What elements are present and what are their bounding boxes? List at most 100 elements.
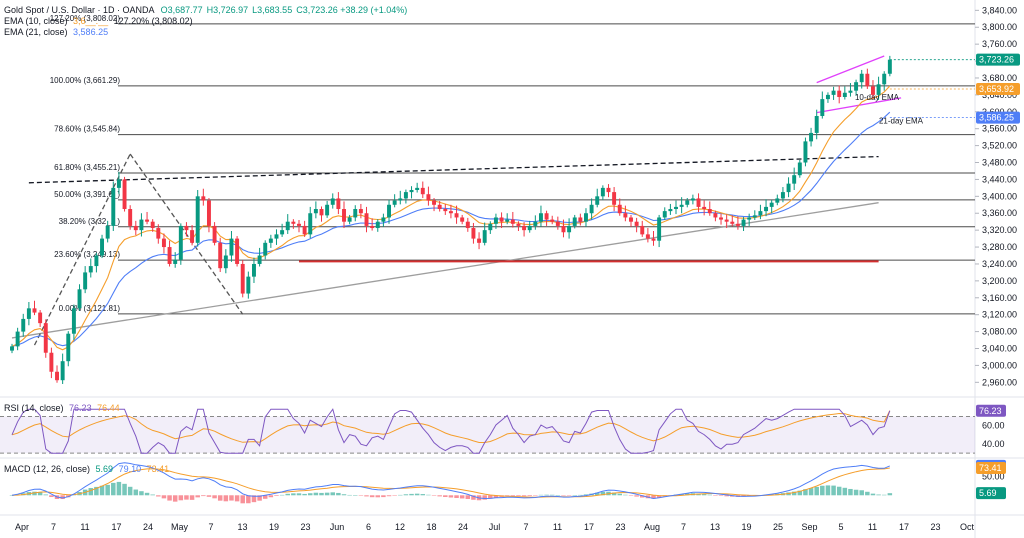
- time-axis-label: 17: [899, 522, 909, 532]
- rsi-line: [11, 408, 891, 454]
- macd-histogram-bar: [32, 491, 37, 496]
- macd-histogram-bar: [611, 492, 617, 496]
- candle-body: [499, 217, 504, 222]
- time-axis-label: 13: [237, 522, 247, 532]
- candle-body: [780, 192, 785, 199]
- time-axis-label: 5: [838, 522, 843, 532]
- candle-body: [859, 73, 864, 83]
- candle-body: [409, 189, 414, 193]
- price-tick-label: 3,160.00: [982, 293, 1017, 303]
- candle-body: [662, 211, 667, 218]
- macd-histogram-bar: [549, 494, 555, 496]
- macd-histogram-bar: [139, 491, 144, 496]
- macd-histogram-bar: [49, 495, 54, 498]
- candle-body: [702, 206, 707, 210]
- macd-histogram-bar: [820, 485, 825, 496]
- candle-body: [297, 223, 301, 226]
- price-tag-box: [976, 53, 1020, 66]
- macd-histogram-bar: [639, 495, 645, 498]
- macd-axis-label: 50.00: [982, 472, 1005, 482]
- price-tick-label: 3,840.00: [982, 5, 1017, 15]
- candle-body: [358, 209, 363, 214]
- candle-body: [882, 73, 887, 85]
- macd-histogram-bar: [707, 494, 713, 496]
- candle-body: [752, 215, 757, 218]
- macd-histogram-bar: [538, 494, 544, 496]
- candle-body: [223, 255, 228, 269]
- rsi-tag-label: 76.23: [979, 406, 1002, 416]
- candle-body: [488, 223, 493, 231]
- macd-histogram-bar: [808, 488, 814, 496]
- macd-histogram-bar: [870, 493, 876, 496]
- candle-body: [837, 90, 842, 97]
- candle-body: [567, 225, 572, 233]
- time-axis-label: 19: [269, 522, 279, 532]
- candle-body: [865, 73, 870, 87]
- candle-body: [550, 219, 555, 222]
- macd-histogram-bar: [167, 495, 172, 501]
- candle-body: [724, 219, 729, 222]
- candle-body: [477, 238, 482, 243]
- time-axis-label: 18: [426, 522, 436, 532]
- macd-tag-box: [976, 462, 1006, 475]
- macd-histogram-bar: [623, 494, 628, 496]
- candle-body: [83, 272, 88, 290]
- candle-body: [814, 116, 819, 133]
- macd-histogram-bar: [651, 495, 656, 499]
- ohlc-h: H3,726.97: [206, 5, 249, 15]
- time-axis-label: 19: [741, 522, 751, 532]
- macd-histogram-bar: [561, 495, 566, 496]
- time-axis-label: Oct: [960, 522, 975, 532]
- candle-body: [612, 192, 617, 205]
- candle-body: [139, 219, 144, 231]
- candle-body: [392, 200, 397, 205]
- price-tick-label: 3,000.00: [982, 360, 1017, 370]
- candle-body: [257, 255, 262, 264]
- candle-body: [161, 238, 166, 248]
- candle-body: [387, 204, 391, 218]
- price-tick-label: 3,440.00: [982, 174, 1017, 184]
- macd-legend: MACD (12, 26, close) 5.69 79.10 73.41: [4, 464, 169, 474]
- ema-annotation: 21-day EMA: [879, 117, 924, 126]
- candle-body: [43, 323, 48, 353]
- ema-annotation: 10-day EMA: [855, 93, 900, 102]
- candle-body: [674, 206, 678, 210]
- candle-body: [809, 132, 814, 142]
- macd-histogram-bar: [392, 495, 397, 496]
- macd-histogram-bar: [206, 495, 212, 497]
- price-tag-label: 3,586.25: [979, 113, 1014, 123]
- candle-body: [66, 333, 71, 362]
- candle-body: [493, 217, 498, 224]
- candle-body: [156, 228, 161, 239]
- candle-body: [88, 266, 93, 273]
- candle-body: [268, 238, 273, 243]
- macd-histogram-bar: [189, 495, 195, 500]
- macd-histogram-bar: [353, 495, 358, 496]
- candle-body: [229, 238, 234, 256]
- macd-histogram-bar: [37, 492, 43, 496]
- time-axis-label: 7: [523, 522, 528, 532]
- candle-body: [848, 90, 853, 93]
- candle-body: [263, 242, 268, 256]
- time-axis-label: May: [171, 522, 189, 532]
- symbol-title: Gold Spot / U.S. Dollar · 1D · OANDA: [4, 5, 155, 15]
- candle-body: [527, 225, 532, 231]
- candle-body: [206, 200, 211, 226]
- candle-body: [645, 234, 650, 239]
- macd-histogram-bar: [386, 495, 392, 497]
- macd-histogram-bar: [516, 495, 521, 497]
- time-axis-label: 7: [51, 522, 56, 532]
- candle-body: [735, 223, 740, 226]
- macd-histogram-bar: [251, 495, 257, 503]
- candle-body: [184, 225, 189, 231]
- candle-body: [516, 223, 521, 226]
- candle-body: [71, 308, 76, 334]
- candle-body: [128, 209, 133, 226]
- macd-histogram-bar: [223, 495, 229, 502]
- candle-body: [533, 221, 538, 226]
- price-tick-label: 3,400.00: [982, 191, 1017, 201]
- macd-histogram-bar: [448, 495, 454, 498]
- macd-histogram-bar: [319, 492, 324, 496]
- macd-tag-box: [976, 487, 1006, 500]
